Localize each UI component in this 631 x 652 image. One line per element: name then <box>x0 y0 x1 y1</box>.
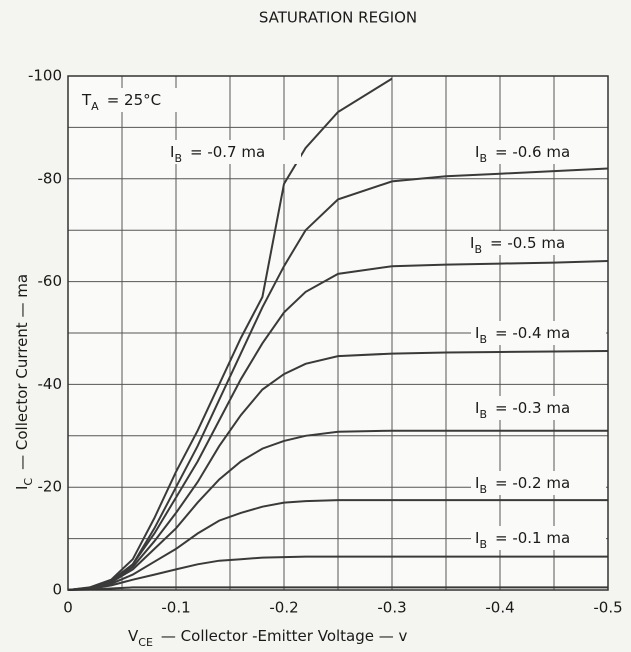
label-subscript: CE <box>138 636 153 649</box>
label-subscript: B <box>479 538 487 551</box>
label-subscript: C <box>22 478 35 486</box>
y-tick-label: -60 <box>38 272 63 290</box>
x-tick-label: -0.3 <box>377 599 406 617</box>
label-text: = -0.4 ma <box>495 324 570 342</box>
label-subscript: A <box>91 100 99 113</box>
x-tick-label: 0 <box>63 599 73 617</box>
label-text: = 25°C <box>107 91 161 109</box>
y-tick-label: 0 <box>52 581 62 599</box>
label-subscript: B <box>479 333 487 346</box>
x-tick-label: -0.4 <box>485 599 514 617</box>
y-tick-label: -80 <box>38 169 63 187</box>
label-text: = -0.1 ma <box>495 529 570 547</box>
x-axis-label: VCE— Collector -Emitter Voltage — v <box>128 627 408 649</box>
label-subscript: B <box>474 243 482 256</box>
chart-title: SATURATION REGION <box>259 9 417 27</box>
label-text: = -0.3 ma <box>495 399 570 417</box>
label-text: = -0.7 ma <box>190 143 265 161</box>
label-subscript: B <box>174 152 182 165</box>
label-subscript: B <box>479 152 487 165</box>
x-tick-label: -0.1 <box>161 599 190 617</box>
x-tick-label: -0.2 <box>269 599 298 617</box>
label-text: = -0.5 ma <box>490 234 565 252</box>
y-tick-label: -40 <box>38 375 63 393</box>
y-tick-label: -20 <box>38 478 63 496</box>
label-subscript: B <box>479 483 487 496</box>
chart: SATURATION REGION 0 -0.1 -0.2 -0.3 -0.4 -0.5 0… <box>0 0 631 652</box>
label-subscript: B <box>479 408 487 421</box>
label-text: = -0.6 ma <box>495 143 570 161</box>
label-text: — Collector -Emitter Voltage — v <box>161 627 408 645</box>
label-text: — Collector Current — ma <box>13 274 31 470</box>
y-axis-label: IC— Collector Current — ma <box>13 274 35 490</box>
x-tick-label: -0.5 <box>593 599 622 617</box>
y-tick-label: -100 <box>28 67 62 85</box>
label-text: = -0.2 ma <box>495 474 570 492</box>
